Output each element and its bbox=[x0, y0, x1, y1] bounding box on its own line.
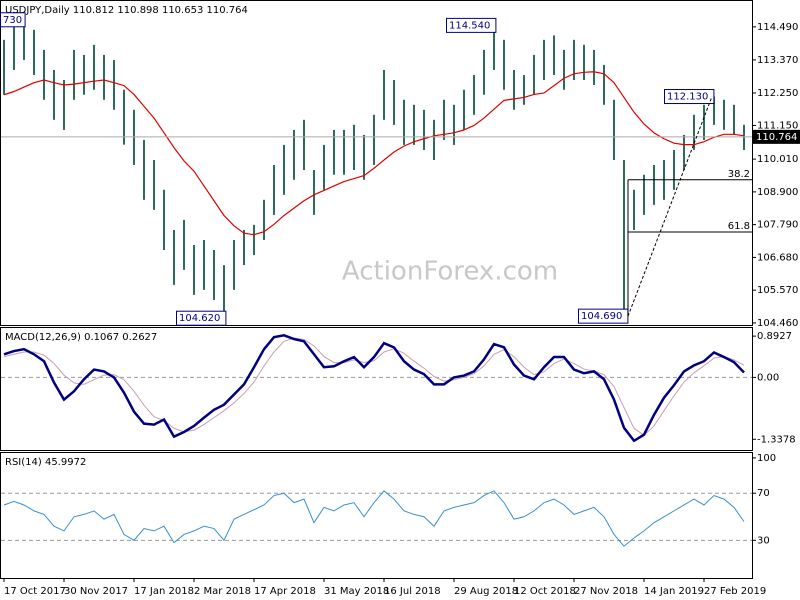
y-tick-label: 113.370 bbox=[757, 55, 798, 66]
panel-title: RSI(14) 45.9972 bbox=[5, 457, 86, 468]
x-tick-label: 17 Oct 2017 bbox=[4, 586, 66, 597]
watermark: ActionForex.com bbox=[342, 257, 558, 287]
y-tick-label: 108.900 bbox=[757, 187, 798, 198]
x-tick-label: 2 Mar 2018 bbox=[194, 586, 251, 597]
x-tick-label: 29 Aug 2018 bbox=[454, 586, 518, 597]
price-annotation-box bbox=[664, 89, 715, 105]
trend-line bbox=[627, 96, 713, 317]
y-tick-label: 106.680 bbox=[757, 252, 798, 263]
y-tick-label: 100 bbox=[757, 453, 776, 464]
y-tick-label: 105.570 bbox=[757, 285, 798, 296]
y-tick-label: -1.3378 bbox=[757, 434, 796, 445]
x-tick-label: 17 Jan 2018 bbox=[134, 586, 194, 597]
y-tick-label: 70 bbox=[757, 488, 770, 499]
fib-label: 61.8 bbox=[728, 221, 750, 232]
macd-panel bbox=[0, 327, 753, 451]
moving-average bbox=[3, 71, 745, 236]
x-tick-label: 30 Nov 2017 bbox=[64, 586, 128, 597]
panel-title: MACD(12,26,9) 0.1067 0.2627 bbox=[5, 332, 157, 343]
y-tick-label: 0.00 bbox=[757, 372, 779, 383]
y-tick-label: 30 bbox=[757, 535, 770, 546]
y-tick-label: 104.460 bbox=[757, 318, 798, 329]
y-tick-label: 114.490 bbox=[757, 22, 798, 33]
indicator-line bbox=[3, 334, 745, 443]
indicator-line bbox=[3, 490, 745, 547]
x-tick-label: 27 Feb 2019 bbox=[704, 586, 766, 597]
last-price-box bbox=[752, 129, 800, 144]
price-annotation-box bbox=[0, 12, 26, 28]
y-tick-label: 111.150 bbox=[757, 120, 798, 131]
y-tick-label: 110.010 bbox=[757, 154, 798, 165]
x-tick-label: 14 Jan 2019 bbox=[644, 586, 704, 597]
panel-title: USDJPY,Daily 110.812 110.898 110.653 110… bbox=[5, 5, 248, 16]
price-annotation: 730 bbox=[3, 15, 22, 26]
x-tick-label: 16 Jul 2018 bbox=[384, 586, 441, 597]
y-tick-label: 107.790 bbox=[757, 220, 798, 231]
price-annotation-box bbox=[446, 17, 497, 33]
fib-label: 38.2 bbox=[728, 169, 750, 180]
y-tick-label: 112.250 bbox=[757, 88, 798, 99]
price-annotation: 114.540 bbox=[449, 20, 490, 31]
price-annotation: 112.130 bbox=[667, 92, 708, 103]
indicator-line bbox=[3, 337, 745, 436]
x-tick-label: 31 May 2018 bbox=[324, 586, 389, 597]
price-annotation: 104.620 bbox=[179, 313, 220, 324]
x-tick-label: 12 Oct 2018 bbox=[514, 586, 576, 597]
x-tick-label: 27 Nov 2018 bbox=[574, 586, 638, 597]
last-price-label: 110.764 bbox=[756, 132, 797, 143]
price-annotation-box bbox=[176, 310, 227, 326]
x-tick-label: 17 Apr 2018 bbox=[254, 586, 316, 597]
y-tick-label: 0.8927 bbox=[757, 331, 792, 342]
price-panel bbox=[0, 0, 753, 326]
price-annotation: 104.690 bbox=[581, 311, 622, 322]
rsi-panel bbox=[0, 452, 753, 579]
